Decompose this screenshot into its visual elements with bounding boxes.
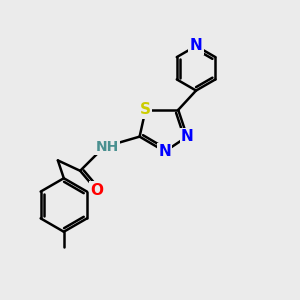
- Text: N: N: [190, 38, 202, 53]
- Text: NH: NH: [95, 140, 119, 154]
- Text: S: S: [140, 102, 151, 117]
- Text: O: O: [90, 183, 103, 198]
- Text: N: N: [158, 144, 171, 159]
- Text: N: N: [181, 129, 194, 144]
